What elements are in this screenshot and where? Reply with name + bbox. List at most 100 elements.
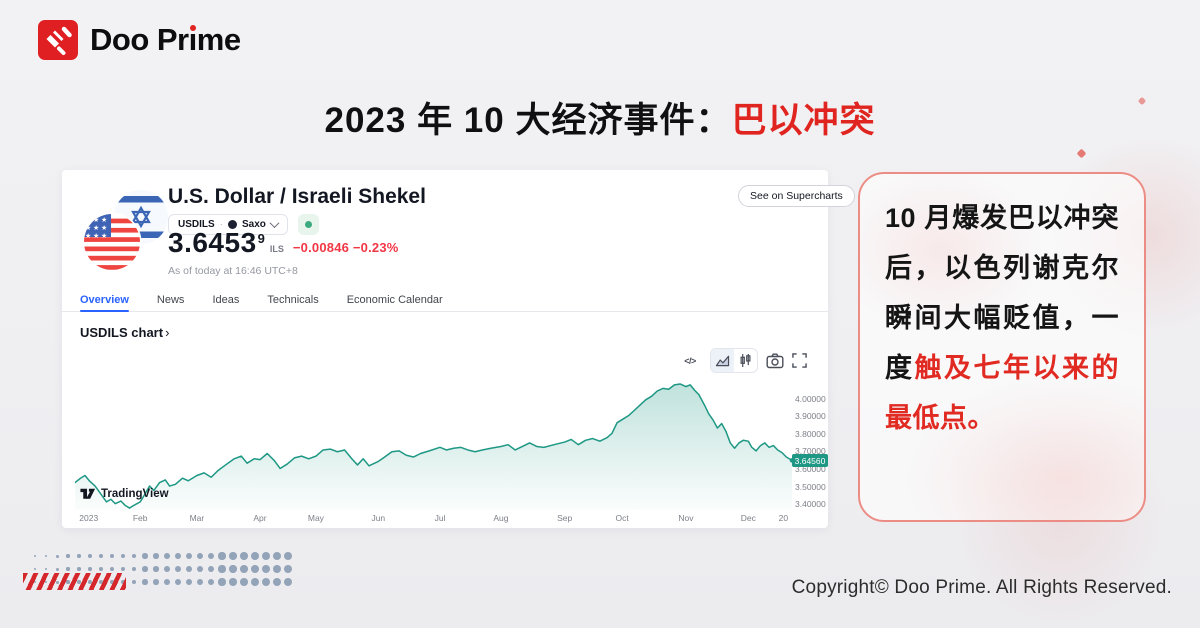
x-tick-label: May: [307, 513, 324, 523]
chart-link[interactable]: USDILS chart ›: [80, 325, 169, 340]
deco-dot: [153, 553, 159, 559]
x-tick-label: 20: [778, 513, 789, 523]
deco-dot: [251, 578, 259, 586]
deco-dot: [283, 551, 293, 561]
deco-dot: [109, 553, 115, 559]
deco-dot: [175, 566, 181, 572]
svg-text:★: ★: [93, 216, 99, 224]
x-tick-label: Apr: [253, 513, 267, 523]
deco-dot: [142, 553, 148, 559]
deco-dot: [240, 565, 248, 573]
y-tick-label: 3.40000: [795, 499, 826, 510]
tab-technicals[interactable]: Technicals: [267, 293, 319, 306]
svg-text:★: ★: [85, 232, 91, 240]
y-tick-label: 4.00000: [795, 393, 826, 404]
us-flag-icon: ★ ★ ★ ★ ★ ★ ★ ★ ★: [82, 212, 142, 272]
deco-dot: [218, 565, 226, 573]
deco-dot: [229, 565, 237, 573]
deco-dot: [120, 566, 126, 572]
tradingview-label: TradingView: [101, 487, 169, 500]
deco-dot: [207, 578, 215, 586]
svg-text:★: ★: [101, 216, 107, 224]
price-chart[interactable]: TradingView: [75, 375, 792, 510]
svg-text:★: ★: [101, 232, 107, 240]
deco-dot: [251, 565, 259, 573]
deco-dot: [185, 578, 193, 586]
tab-ideas[interactable]: Ideas: [212, 293, 240, 306]
deco-dot: [33, 567, 37, 571]
deco-dot: [131, 579, 137, 585]
deco-dot: [229, 552, 237, 560]
area-chart-icon[interactable]: [711, 349, 734, 372]
deco-dot: [153, 579, 159, 585]
market-open-dot-icon: [304, 221, 312, 228]
deco-dot: [142, 579, 148, 585]
symbol-selector[interactable]: USDILS · Saxo: [168, 214, 288, 235]
deco-dot: [240, 578, 248, 586]
y-tick-label: 3.60000: [795, 464, 826, 474]
svg-text:★: ★: [93, 232, 99, 240]
price-value: 3.6453: [168, 227, 257, 258]
change-absolute: −0.00846: [292, 240, 350, 255]
price-line: [75, 383, 792, 509]
doo-prime-logo-icon: [38, 20, 78, 60]
deco-dot: [283, 577, 293, 587]
separator-dot: ·: [219, 219, 224, 230]
deco-dot: [185, 565, 193, 573]
see-on-supercharts-button[interactable]: See on Supercharts: [738, 185, 855, 207]
deco-dot: [240, 552, 248, 560]
tab-news[interactable]: News: [156, 293, 185, 306]
y-axis[interactable]: 4.00000 3.90000 3.80000 3.70000 3.60000 3.500…: [793, 375, 828, 510]
svg-text:★: ★: [93, 224, 99, 232]
stripe-decoration: [23, 573, 126, 590]
deco-dot: [207, 565, 215, 573]
dots-decoration: [30, 551, 310, 597]
x-tick-label: Jun: [371, 513, 386, 523]
embed-code-icon[interactable]: </>: [684, 355, 696, 366]
chevron-right-icon: ›: [165, 325, 170, 340]
deco-dot: [261, 564, 271, 574]
currency-label: ILS: [269, 244, 284, 254]
tab-overview[interactable]: Overview: [80, 288, 129, 312]
snapshot-camera-icon[interactable]: [766, 349, 784, 373]
deco-dot: [66, 567, 70, 571]
page-title: 2023 年 10 大经济事件：巴以冲突: [0, 92, 1200, 143]
deco-dot: [88, 554, 92, 558]
fullscreen-icon[interactable]: [792, 349, 807, 373]
deco-dot: [218, 552, 226, 560]
x-tick-label: Nov: [678, 513, 694, 523]
deco-dot: [196, 565, 204, 573]
deco-dot: [229, 578, 237, 586]
x-tick-label: Feb: [132, 513, 148, 523]
x-tick-label: Jul: [434, 513, 446, 523]
x-axis[interactable]: 2023 Feb Mar Apr May Jun Jul Aug Sep Oct Nov Dec 20: [75, 513, 792, 525]
current-price-label: 3.64560: [792, 454, 828, 468]
candlestick-chart-icon[interactable]: [734, 349, 757, 372]
svg-text:★: ★: [101, 224, 107, 232]
y-tick-label: 3.70000: [795, 446, 826, 457]
deco-dot: [164, 579, 170, 585]
title-prefix: 2023 年 10 大经济事件：: [324, 101, 732, 140]
x-tick-label: 2023: [79, 513, 99, 523]
deco-dot: [261, 551, 271, 561]
deco-dot: [251, 552, 259, 560]
title-highlight: 巴以冲突: [731, 101, 876, 140]
exchange-name: Saxo: [242, 219, 266, 230]
deco-dot: [207, 552, 215, 560]
deco-dot: [175, 553, 181, 559]
copyright: Copyright© Doo Prime. All Rights Reserve…: [791, 577, 1172, 598]
circuit-node-decoration: [1076, 148, 1087, 159]
tab-economic-calendar[interactable]: Economic Calendar: [346, 293, 443, 306]
deco-dot: [99, 554, 104, 559]
chart-style-switcher: [710, 348, 758, 373]
as-of-timestamp: As of today at 16:46 UTC+8: [168, 265, 298, 277]
y-tick-label: 3.80000: [795, 428, 826, 439]
chart-link-label: USDILS chart: [80, 325, 164, 340]
tradingview-attribution[interactable]: TradingView: [79, 486, 169, 501]
deco-dot: [55, 554, 59, 558]
deco-dot: [185, 552, 193, 560]
deco-dot: [131, 553, 137, 559]
deco-dot: [261, 577, 271, 587]
exchange-logo-icon: [228, 220, 238, 229]
x-tick-label: Aug: [493, 513, 509, 523]
